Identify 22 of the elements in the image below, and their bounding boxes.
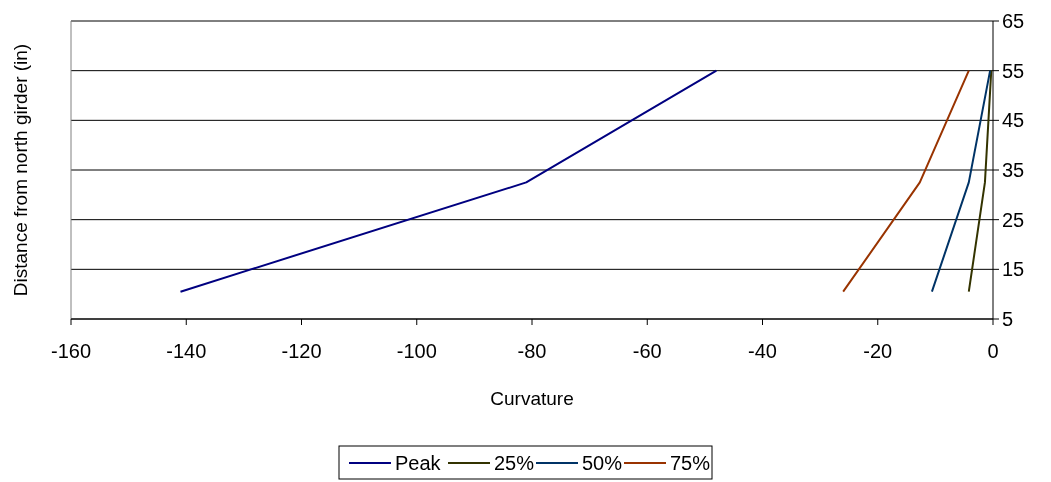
y-tick-label: 5 (1002, 308, 1014, 330)
x-axis-title: Curvature (490, 388, 574, 409)
y-tick-label: 45 (1002, 109, 1025, 132)
y-axis-title: Distance from north girder (in) (10, 43, 31, 297)
x-tick-label: -40 (748, 340, 777, 362)
legend-label: 25% (494, 452, 535, 474)
y-tick-label: 35 (1002, 159, 1025, 181)
x-tick-label: -120 (281, 340, 322, 362)
legend-label: 50% (582, 452, 623, 474)
x-tick-label: -100 (396, 340, 437, 362)
x-tick-label: -80 (517, 340, 547, 362)
legend-label: 75% (670, 452, 711, 474)
x-tick-label: -20 (863, 340, 893, 362)
y-tick-label: 25 (1002, 208, 1025, 231)
x-tick-label: 0 (987, 340, 999, 362)
x-tick-label: -140 (166, 340, 207, 362)
y-tick-label: 55 (1002, 59, 1025, 82)
legend-label: Peak (395, 452, 442, 474)
x-tick-label: -60 (632, 340, 662, 362)
y-tick-label: 15 (1002, 258, 1025, 281)
y-tick-label: 65 (1002, 10, 1025, 32)
x-tick-label: -160 (50, 340, 92, 362)
